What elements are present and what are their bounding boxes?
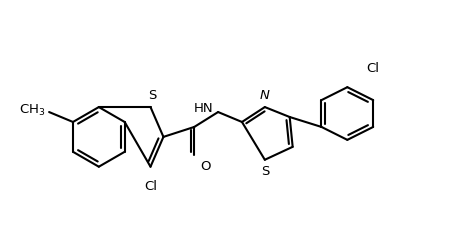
Text: Cl: Cl	[367, 62, 379, 75]
Text: O: O	[200, 160, 211, 173]
Text: N: N	[260, 89, 270, 102]
Text: HN: HN	[194, 101, 213, 114]
Text: Cl: Cl	[144, 180, 157, 193]
Text: S: S	[148, 89, 157, 102]
Text: S: S	[261, 165, 269, 178]
Text: CH$_3$: CH$_3$	[19, 102, 45, 118]
